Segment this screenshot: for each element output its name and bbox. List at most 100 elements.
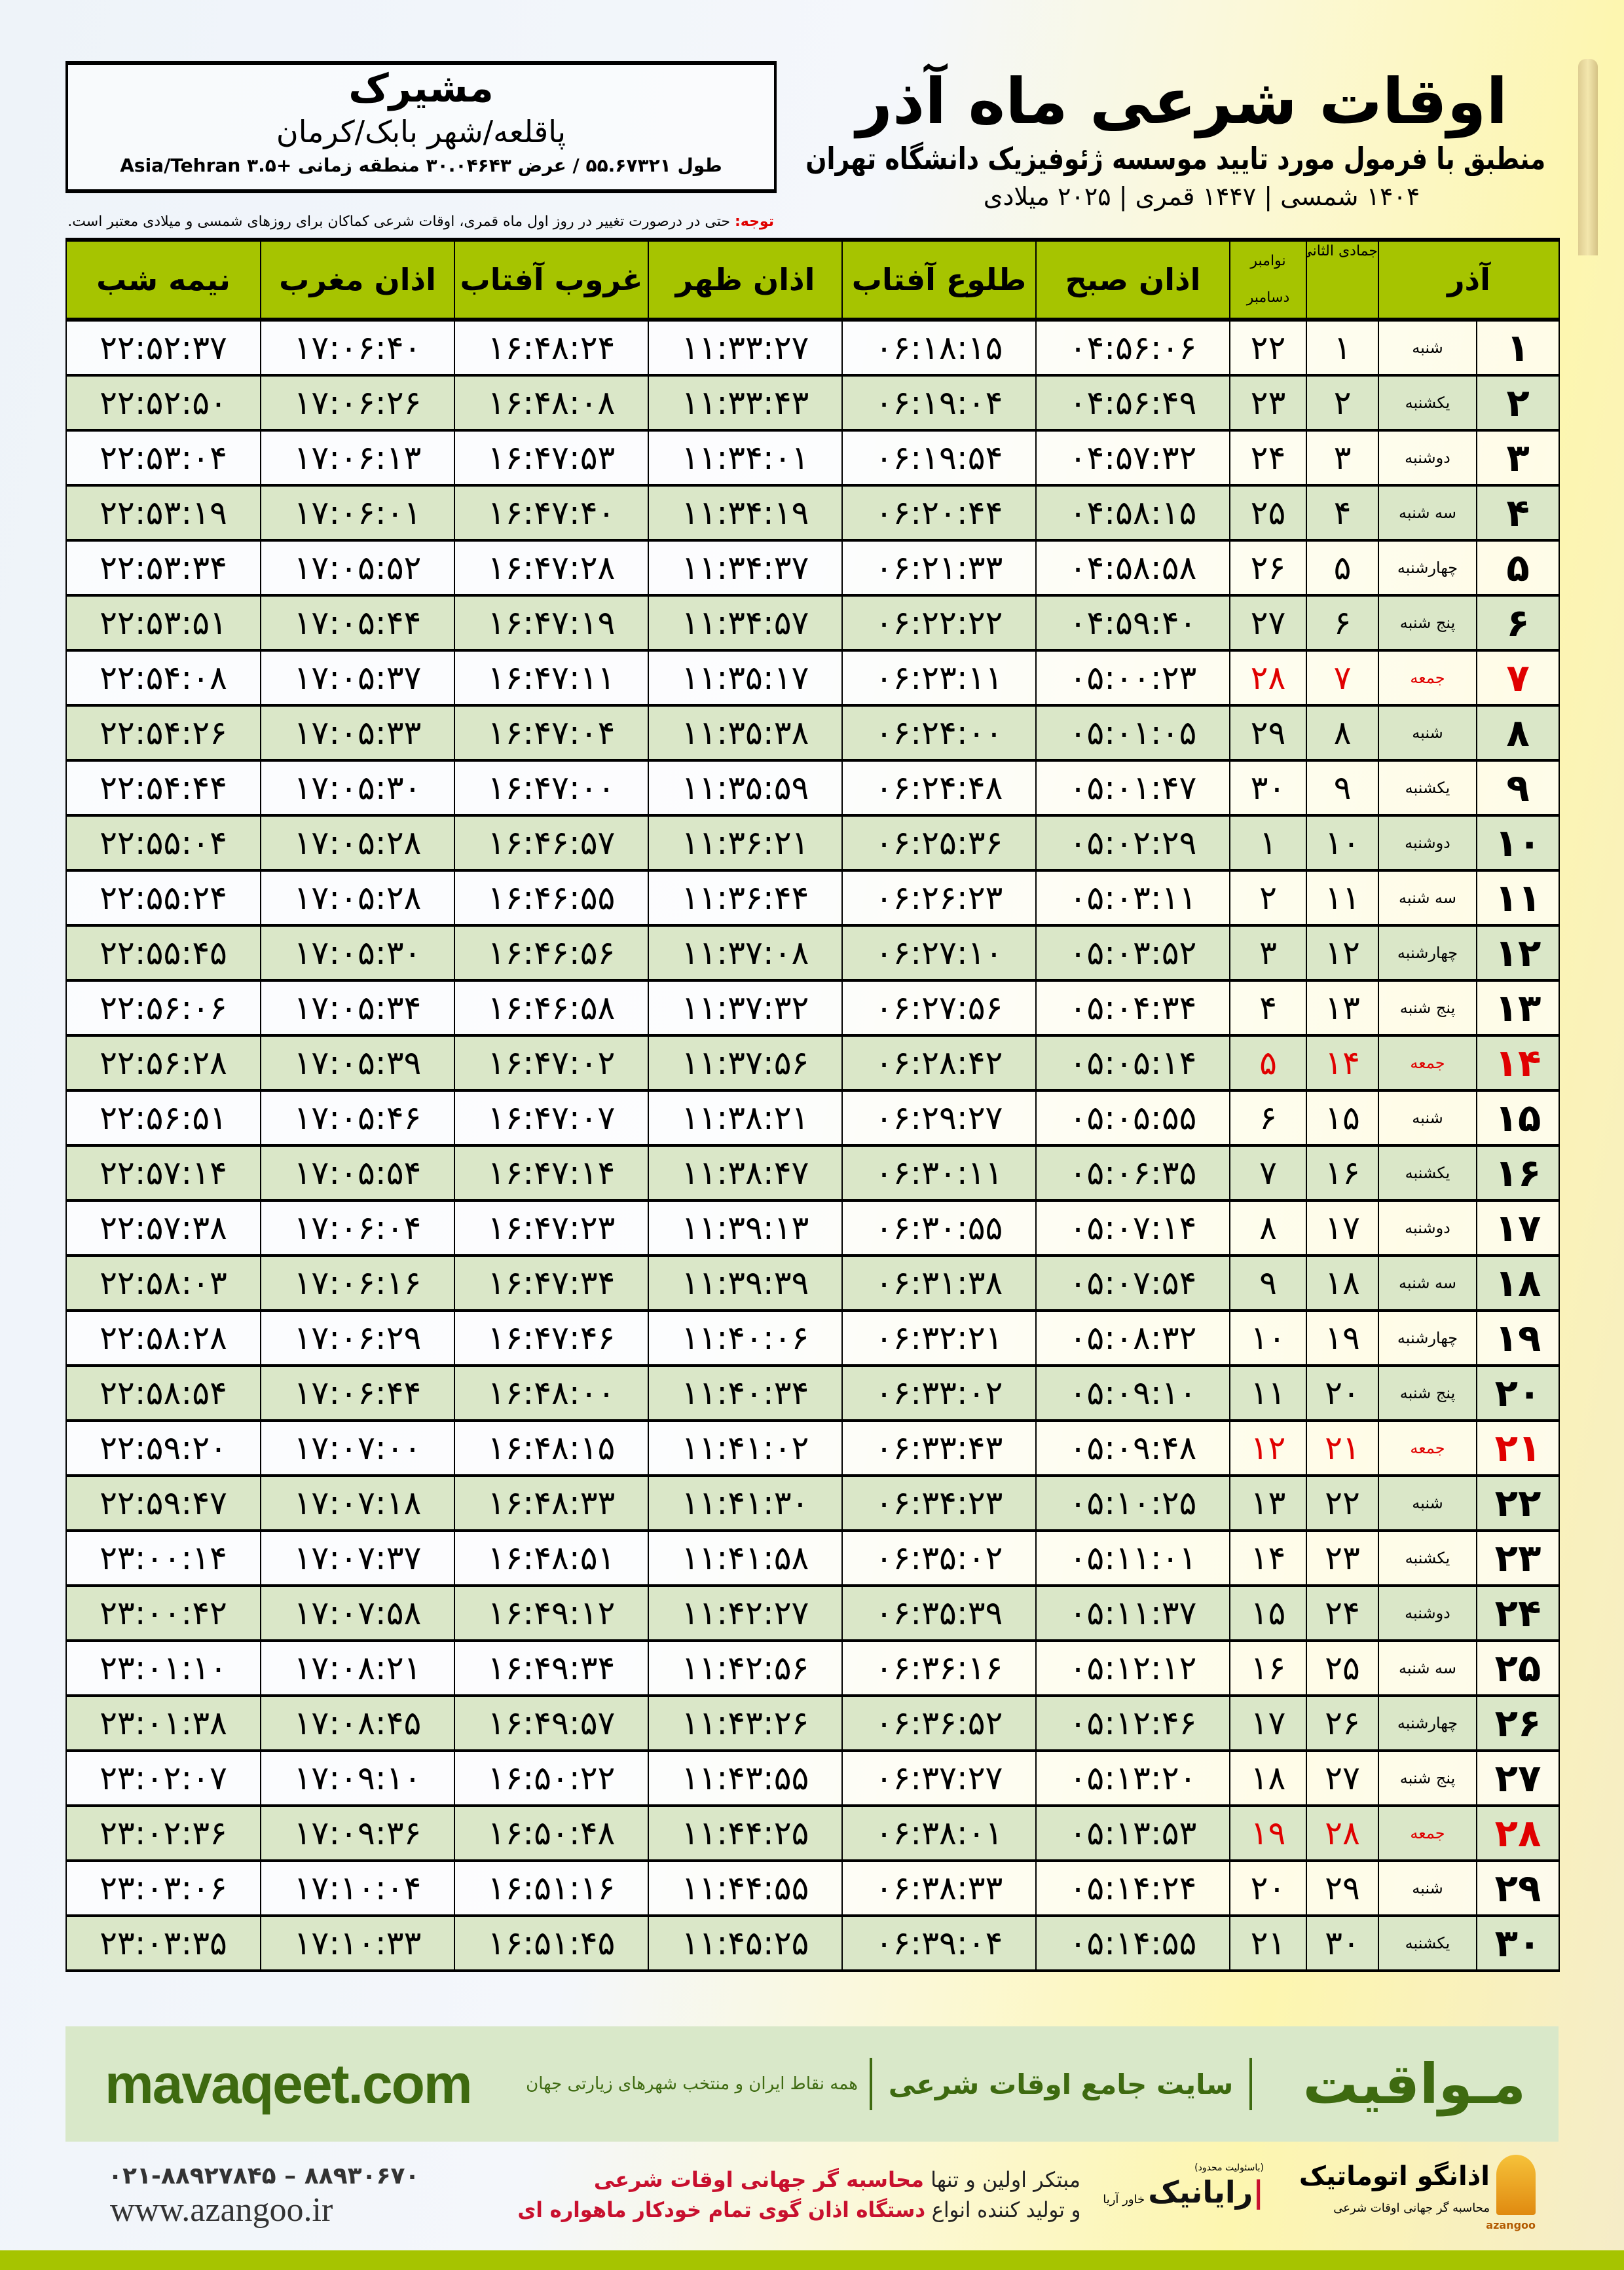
col-sunrise: طلوع آفتاب: [841, 239, 1037, 320]
maghrib-time: ۱۷:۰۷:۳۷: [260, 1530, 455, 1587]
sunrise-time: ۰۶:۲۹:۲۷: [841, 1090, 1037, 1147]
rayanik-logo: (باسئولیت محدود) |رایانیک خاور آریا: [1103, 2163, 1264, 2210]
midnight-time: ۲۲:۵۵:۰۴: [65, 815, 261, 872]
prayer-times-table: آذر جمادی الثانی نوامبر دسامبر اذان صبح ط…: [65, 238, 1560, 1972]
sunset-time: ۱۶:۴۷:۲۳: [454, 1200, 649, 1257]
gregorian-day: ۲: [1229, 870, 1307, 927]
azar-day: ۲۰: [1476, 1365, 1560, 1422]
dhuhr-time: ۱۱:۴۵:۲۵: [648, 1915, 843, 1972]
weekday: سه شنبه: [1377, 1640, 1478, 1697]
hijri-day: ۱۱: [1306, 870, 1379, 927]
sunrise-time: ۰۶:۲۵:۳۶: [841, 815, 1037, 872]
midnight-time: ۲۲:۵۶:۵۱: [65, 1090, 261, 1147]
azangoo-link[interactable]: www.azangoo.ir: [110, 2191, 333, 2229]
table-row: ۱ شنبه ۱ ۲۲ ۰۴:۵۶:۰۶ ۰۶:۱۸:۱۵ ۱۱:۳۳:۲۷ ۱۶:۴۸:۲۴…: [65, 319, 1560, 377]
dhuhr-time: ۱۱:۴۴:۲۵: [648, 1805, 843, 1862]
sunrise-time: ۰۶:۱۹:۰۴: [841, 375, 1037, 432]
sunset-time: ۱۶:۴۹:۵۷: [454, 1695, 649, 1752]
logo-sub: محاسبه گر جهانی اوقات شرعی: [1333, 2201, 1490, 2215]
maghrib-time: ۱۷:۱۰:۳۳: [260, 1915, 455, 1972]
azangoo-logo: اذانگو اتوماتیک محاسبه گر جهانی اوقات شر…: [1287, 2155, 1536, 2233]
phone-numbers-box: ۰۲۱-۸۸۹۲۷۸۴۵ – ۸۸۹۳۰۶۷۰: [108, 2163, 488, 2189]
weekday: دوشنبه: [1377, 430, 1478, 487]
page-title: اوقات شرعی ماه آذر: [856, 65, 1508, 138]
azar-day: ۳۰: [1476, 1915, 1560, 1972]
azar-day: ۱: [1476, 319, 1560, 377]
promo-line1: مبتکر اولین و تنها: [923, 2167, 1080, 2192]
dhuhr-time: ۱۱:۴۱:۳۰: [648, 1475, 843, 1532]
gregorian-day: ۱۳: [1229, 1475, 1307, 1532]
location-name-row: مشیرک: [81, 65, 762, 112]
weekday: دوشنبه: [1377, 1200, 1478, 1257]
fajr-time: ۰۵:۱۳:۲۰: [1035, 1750, 1230, 1807]
dhuhr-time: ۱۱:۳۵:۵۹: [648, 760, 843, 817]
dhuhr-time: ۱۱:۳۸:۲۱: [648, 1090, 843, 1147]
dhuhr-time: ۱۱:۴۲:۵۶: [648, 1640, 843, 1697]
weekday: چهارشنبه: [1377, 1695, 1478, 1752]
sunrise-time: ۰۶:۱۹:۵۴: [841, 430, 1037, 487]
dhuhr-time: ۱۱:۳۵:۱۷: [648, 650, 843, 707]
dhuhr-time: ۱۱:۳۷:۳۲: [648, 980, 843, 1037]
table-row: ۲۴ دوشنبه ۲۴ ۱۵ ۰۵:۱۱:۳۷ ۰۶:۳۵:۳۹ ۱۱:۴۲:۲۷ ۱۶:۴…: [65, 1585, 1560, 1642]
table-row: ۲۵ سه شنبه ۲۵ ۱۶ ۰۵:۱۲:۱۲ ۰۶:۳۶:۱۶ ۱۱:۴۲:۵۶ ۱۶:…: [65, 1640, 1560, 1697]
azar-day: ۱۶: [1476, 1145, 1560, 1202]
logo-note: (باسئولیت محدود): [1194, 2163, 1264, 2173]
gregorian-day: ۱۵: [1229, 1585, 1307, 1642]
col-gregorian: نوامبر دسامبر: [1229, 239, 1307, 320]
gregorian-day: ۲۸: [1229, 650, 1307, 707]
dhuhr-time: ۱۱:۳۶:۲۱: [648, 815, 843, 872]
weekday: شنبه: [1377, 1475, 1478, 1532]
dhuhr-time: ۱۱:۳۷:۰۸: [648, 925, 843, 982]
bottom-strip: [0, 2250, 1624, 2270]
fajr-time: ۰۴:۵۶:۰۶: [1035, 319, 1230, 377]
hijri-day: ۲۹: [1306, 1860, 1379, 1917]
sunset-time: ۱۶:۴۷:۰۲: [454, 1035, 649, 1092]
sunset-time: ۱۶:۴۶:۵۷: [454, 815, 649, 872]
hijri-day: ۲: [1306, 375, 1379, 432]
col-midnight: نیمه شب: [65, 239, 261, 320]
page-subtitle-row: منطبق با فرمول مورد تایید موسسه ژئوفیزیک…: [805, 139, 1598, 178]
weekday: پنج شنبه: [1377, 1365, 1478, 1422]
hijri-day: ۲۶: [1306, 1695, 1379, 1752]
mavaqeet-link[interactable]: mavaqeet.com: [105, 2053, 473, 2115]
sunrise-time: ۰۶:۳۰:۱۱: [841, 1145, 1037, 1202]
col-azar: آذر: [1377, 239, 1560, 320]
maghrib-time: ۱۷:۰۵:۳۷: [260, 650, 455, 707]
dhuhr-time: ۱۱:۴۳:۵۵: [648, 1750, 843, 1807]
dhuhr-time: ۱۱:۴۱:۰۲: [648, 1420, 843, 1477]
gregorian-day: ۱۲: [1229, 1420, 1307, 1477]
sunset-time: ۱۶:۴۸:۱۵: [454, 1420, 649, 1477]
sunrise-time: ۰۶:۲۷:۵۶: [841, 980, 1037, 1037]
hijri-day: ۱۷: [1306, 1200, 1379, 1257]
maghrib-time: ۱۷:۱۰:۰۴: [260, 1860, 455, 1917]
maghrib-time: ۱۷:۰۵:۲۸: [260, 870, 455, 927]
logo-name: اذانگو اتوماتیک: [1299, 2161, 1490, 2191]
dhuhr-time: ۱۱:۳۹:۱۳: [648, 1200, 843, 1257]
weekday: جمعه: [1377, 1420, 1478, 1477]
fajr-time: ۰۴:۵۶:۴۹: [1035, 375, 1230, 432]
hijri-day: ۱۶: [1306, 1145, 1379, 1202]
fajr-time: ۰۴:۵۷:۳۲: [1035, 430, 1230, 487]
promo-row: مبتکر اولین و تنها محاسبه گر جهانی اوقات…: [517, 2165, 1080, 2195]
gregorian-day: ۹: [1229, 1255, 1307, 1312]
location-coordinates: طول ۵۵.۶۷۳۲۱ / عرض ۳۰.۰۴۶۴۳ منطقه زمانی …: [120, 155, 722, 176]
sunrise-time: ۰۶:۳۷:۲۷: [841, 1750, 1037, 1807]
azangoo-link-box: www.azangoo.ir: [110, 2191, 490, 2229]
dhuhr-time: ۱۱:۳۴:۵۷: [648, 595, 843, 652]
sunrise-time: ۰۶:۳۳:۴۳: [841, 1420, 1037, 1477]
location-path-row: پاقلعه/شهر بابک/کرمان: [81, 112, 762, 151]
fajr-time: ۰۵:۰۲:۲۹: [1035, 815, 1230, 872]
azar-day: ۲۵: [1476, 1640, 1560, 1697]
table-row: ۸ شنبه ۸ ۲۹ ۰۵:۰۱:۰۵ ۰۶:۲۴:۰۰ ۱۱:۳۵:۳۸ ۱۶:۴۷:۰۴…: [65, 705, 1560, 762]
sunset-time: ۱۶:۴۶:۵۵: [454, 870, 649, 927]
midnight-time: ۲۳:۰۰:۱۴: [65, 1530, 261, 1587]
dhuhr-time: ۱۱:۴۰:۳۴: [648, 1365, 843, 1422]
dhuhr-time: ۱۱:۴۳:۲۶: [648, 1695, 843, 1752]
note-text: حتی در درصورت تغییر در روز اول ماه قمری،…: [67, 214, 735, 230]
midnight-time: ۲۲:۵۳:۰۴: [65, 430, 261, 487]
weekday: جمعه: [1377, 1805, 1478, 1862]
midnight-time: ۲۲:۵۸:۲۸: [65, 1310, 261, 1367]
gregorian-day: ۱۱: [1229, 1365, 1307, 1422]
table-row: ۲۳ یکشنبه ۲۳ ۱۴ ۰۵:۱۱:۰۱ ۰۶:۳۵:۰۲ ۱۱:۴۱:۵۸ ۱۶:۴…: [65, 1530, 1560, 1587]
sunset-time: ۱۶:۴۸:۵۱: [454, 1530, 649, 1587]
